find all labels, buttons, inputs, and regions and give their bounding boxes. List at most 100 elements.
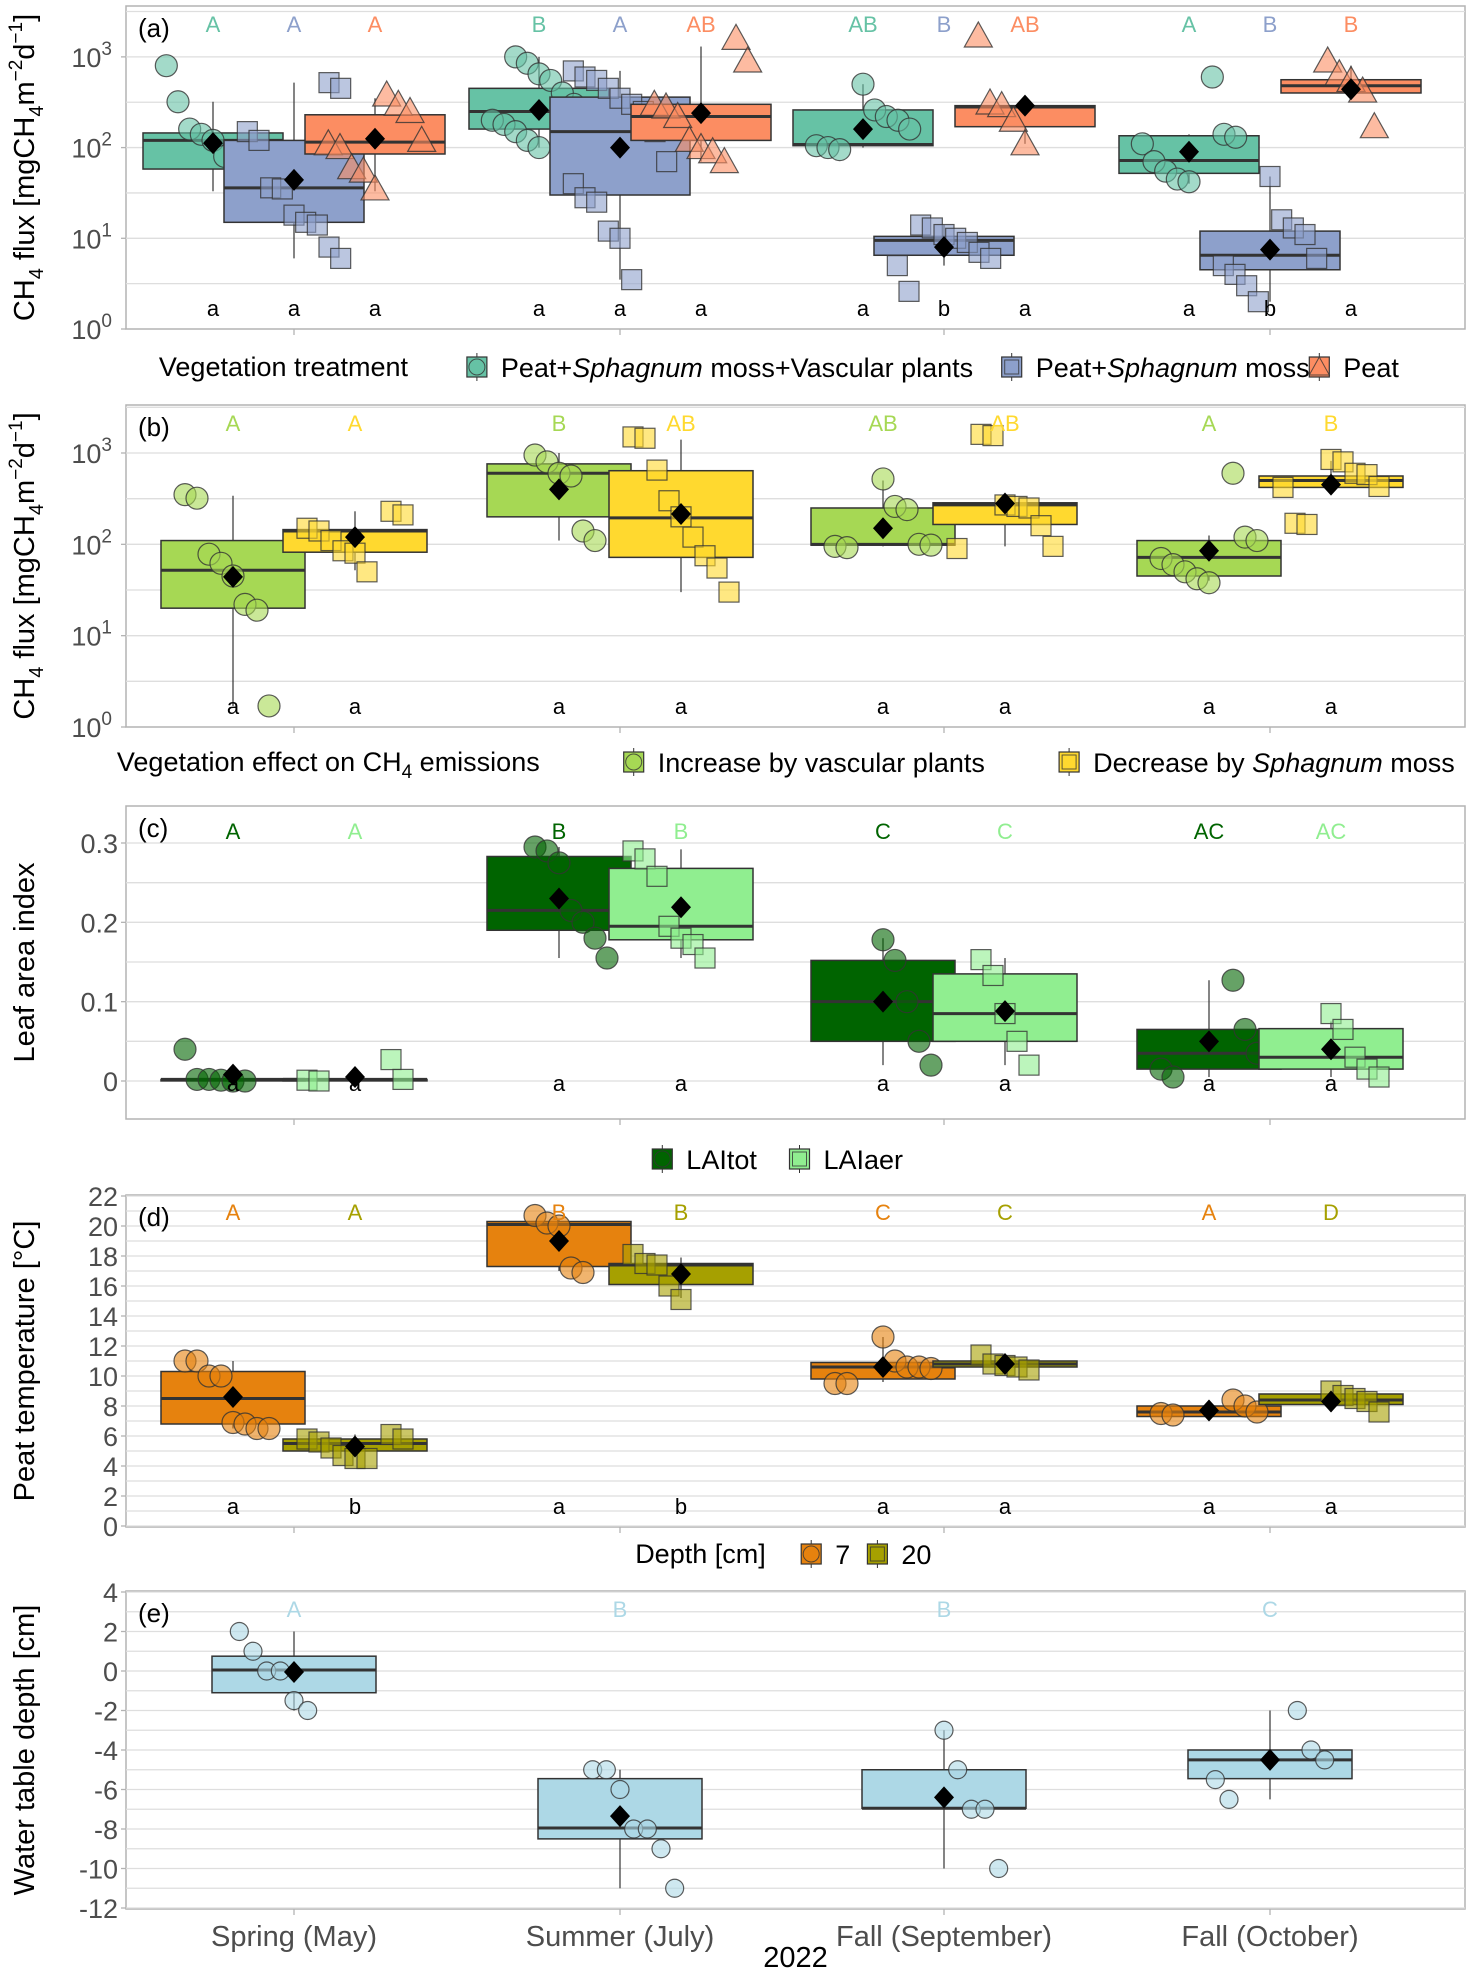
box-1: Ba bbox=[608, 819, 754, 1096]
data-point bbox=[1272, 476, 1294, 499]
data-point bbox=[298, 1700, 318, 1721]
y-tick-label: 8 bbox=[103, 1392, 118, 1422]
mean-marker bbox=[934, 1786, 954, 1809]
data-point bbox=[392, 1068, 414, 1091]
mean-marker bbox=[934, 236, 954, 259]
lower-letter: a bbox=[533, 296, 546, 321]
box-3: Ba bbox=[1258, 411, 1404, 719]
data-point bbox=[1294, 223, 1316, 246]
y-axis-title: Peat temperature [°C] bbox=[9, 1221, 41, 1502]
data-point bbox=[356, 561, 378, 583]
y-tick-label: 101 bbox=[71, 220, 112, 254]
data-point bbox=[308, 1070, 330, 1092]
legend-label: LAIaer bbox=[824, 1145, 904, 1175]
box-3: Ba bbox=[1280, 12, 1422, 321]
upper-letter: B bbox=[674, 1200, 689, 1225]
legend-key-circle bbox=[468, 358, 486, 376]
legend-label: 7 bbox=[835, 1540, 850, 1570]
legend-key bbox=[1308, 353, 1331, 381]
data-point bbox=[547, 851, 571, 875]
y-tick-label: -12 bbox=[79, 1894, 118, 1924]
mean-marker bbox=[223, 1386, 243, 1408]
y-tick-label: -2 bbox=[94, 1697, 118, 1727]
legend-label: Peat+Sphagnum moss+Vascular plants bbox=[501, 353, 973, 383]
data-point bbox=[946, 537, 968, 560]
data-point bbox=[1245, 1400, 1269, 1424]
upper-letter: AC bbox=[1194, 819, 1225, 844]
data-point bbox=[1130, 132, 1154, 156]
legend-key bbox=[651, 1145, 673, 1173]
upper-letter: B bbox=[1263, 12, 1278, 37]
lower-letter: b bbox=[349, 1494, 361, 1519]
data-point bbox=[851, 72, 875, 96]
mean-marker bbox=[610, 1805, 630, 1828]
data-point bbox=[895, 990, 919, 1014]
box-1: AB a bbox=[608, 411, 754, 719]
data-point bbox=[998, 105, 1029, 132]
y-axis: 0 0.1 0.2 0.3 bbox=[80, 829, 126, 1097]
data-point bbox=[907, 1029, 931, 1053]
y-axis-title: CH4 flux [mgCH4m−2d−1] bbox=[6, 412, 48, 719]
legend-key-triangle bbox=[1308, 355, 1331, 376]
legend: Depth [cm] 7 20 bbox=[635, 1539, 931, 1570]
mean-marker bbox=[873, 517, 893, 540]
data-point bbox=[173, 1037, 197, 1061]
data-point bbox=[732, 45, 763, 73]
upper-letter: A bbox=[1202, 1200, 1217, 1225]
data-point bbox=[586, 191, 608, 213]
data-point bbox=[1018, 497, 1040, 519]
upper-letter: A bbox=[287, 1597, 302, 1622]
lower-letter: a bbox=[1019, 296, 1032, 321]
data-point bbox=[886, 254, 908, 277]
data-point bbox=[871, 467, 895, 491]
box-2: AB a bbox=[810, 411, 956, 719]
data-point bbox=[646, 459, 668, 481]
y-tick-label: 18 bbox=[88, 1242, 118, 1272]
lower-letter: a bbox=[877, 1071, 890, 1096]
upper-letter: D bbox=[1323, 1200, 1339, 1225]
mean-marker bbox=[671, 896, 691, 919]
y-tick-label: 16 bbox=[88, 1272, 118, 1302]
data-point bbox=[229, 1621, 249, 1642]
data-point bbox=[989, 1858, 1009, 1879]
data-point bbox=[1018, 1359, 1040, 1381]
upper-letter: C bbox=[875, 819, 891, 844]
data-point bbox=[934, 1720, 954, 1740]
box-2: B bbox=[861, 1597, 1027, 1879]
data-point bbox=[248, 129, 270, 152]
lower-letter: b bbox=[675, 1494, 687, 1519]
data-point bbox=[1224, 125, 1248, 149]
x-tick-label: Fall (October) bbox=[1181, 1921, 1358, 1953]
y-axis-title: CH4 flux [mgCH4m−2d−1] bbox=[6, 14, 48, 321]
data-point bbox=[583, 528, 607, 553]
data-point bbox=[718, 581, 740, 603]
box-2: Bb bbox=[873, 12, 1015, 321]
upper-letter: B bbox=[937, 1597, 952, 1622]
box-3: Aa bbox=[1136, 1200, 1282, 1519]
box-0: Aa bbox=[282, 819, 428, 1096]
data-point bbox=[1296, 513, 1318, 536]
data-point bbox=[646, 1254, 668, 1276]
data-point bbox=[306, 214, 328, 236]
upper-letter: A bbox=[348, 1200, 363, 1225]
data-point bbox=[359, 173, 391, 201]
data-point bbox=[1233, 1017, 1257, 1042]
data-point bbox=[670, 1288, 692, 1311]
data-point bbox=[330, 77, 352, 99]
data-point bbox=[185, 486, 209, 510]
data-point bbox=[1205, 1770, 1225, 1790]
legend-key-square bbox=[1004, 359, 1020, 375]
upper-letter: C bbox=[875, 1200, 891, 1225]
data-point bbox=[948, 1760, 968, 1780]
mean-marker bbox=[1199, 539, 1219, 562]
lower-letter: a bbox=[999, 694, 1012, 719]
box-0: Ab bbox=[282, 1200, 428, 1519]
data-point bbox=[1245, 528, 1269, 553]
legend-label: LAItot bbox=[686, 1145, 757, 1175]
data-point bbox=[898, 280, 920, 302]
legend-key-circle bbox=[802, 1545, 820, 1563]
